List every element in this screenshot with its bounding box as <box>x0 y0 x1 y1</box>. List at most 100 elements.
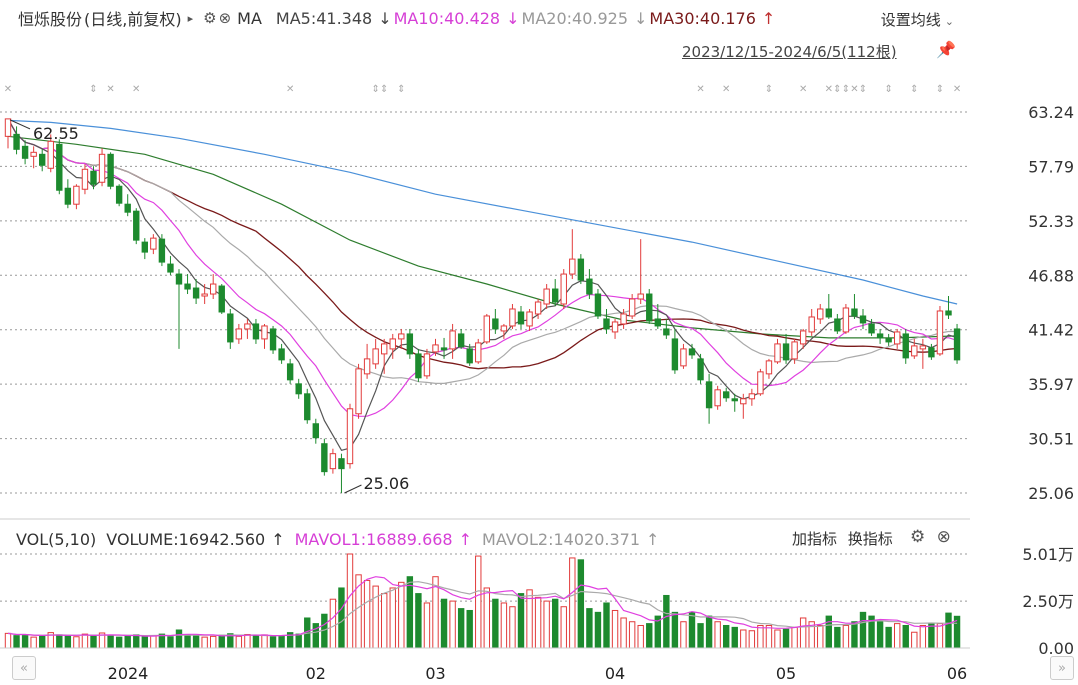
volume-bar <box>261 634 268 649</box>
volume-bar <box>73 636 80 649</box>
volume-arrow: ↑ <box>271 529 285 549</box>
candle-down <box>158 238 166 263</box>
candle-down <box>834 318 841 332</box>
volume-bar <box>569 557 576 649</box>
ma10-value: MA10:40.428 <box>393 8 501 28</box>
close-icon[interactable]: ⊗ <box>218 9 232 27</box>
candle-up <box>817 308 824 320</box>
candle-down <box>663 328 670 336</box>
candle-up <box>714 389 721 407</box>
event-marker: ✕ <box>850 84 858 95</box>
prev-icon[interactable]: « <box>12 656 36 680</box>
candle-down <box>39 153 46 166</box>
volume-bar <box>509 606 516 649</box>
low-label: 25.06 <box>363 474 409 493</box>
candle-down <box>278 348 285 361</box>
play-icon[interactable]: ▸ <box>187 11 194 25</box>
candle-up <box>432 344 439 353</box>
candle-down <box>338 458 345 470</box>
ma-label: MA <box>237 8 262 28</box>
candle-down <box>406 333 414 355</box>
volume-bar <box>210 635 217 649</box>
candle-up <box>740 398 747 405</box>
date-tick-label: 05 <box>776 664 796 683</box>
candle-up <box>808 316 815 333</box>
candle-down <box>227 313 234 343</box>
volume-icons: ⚙ ⊗ <box>910 527 957 547</box>
volume-bar <box>56 634 63 649</box>
volume-bar <box>415 593 422 649</box>
event-marker: ✕ <box>106 84 114 95</box>
candle-up <box>765 360 773 375</box>
volume-bar <box>338 587 345 649</box>
candle-up <box>637 293 644 300</box>
volume-bar <box>64 635 72 649</box>
candle-down <box>688 348 696 356</box>
candle-up <box>560 273 567 305</box>
candle-up <box>936 310 944 355</box>
close-icon[interactable]: ⊗ <box>936 527 951 547</box>
volume-bar <box>902 624 909 649</box>
candle-down <box>646 293 653 322</box>
candle-up <box>483 315 491 343</box>
event-marker: ✕ <box>696 84 704 95</box>
volume-bar <box>218 634 225 649</box>
volume-bar <box>740 629 747 649</box>
candle-up <box>398 333 405 340</box>
candle-up <box>4 118 12 137</box>
candle-up <box>381 343 388 355</box>
candle-up <box>748 393 756 400</box>
price-tick-label: 46.88 <box>1028 266 1074 285</box>
volume-bar <box>278 635 285 649</box>
candle-up <box>842 307 850 333</box>
pin-icon[interactable]: 📌 <box>936 40 956 59</box>
candle-down <box>577 258 585 281</box>
mavol2-value: MAVOL2:14020.371 <box>482 529 641 549</box>
candle-down <box>321 443 328 473</box>
volume-bar <box>697 623 704 649</box>
indicator-header: 恒烁股份 (日线,前复权) ▸ ⚙ ⊗ MA MA5:41.348 ↓ MA10… <box>0 0 1078 36</box>
price-tick-label: 41.42 <box>1028 321 1074 340</box>
gear-icon[interactable]: ⚙ <box>910 527 926 547</box>
candle-down <box>218 285 225 313</box>
candle-down <box>586 278 593 295</box>
ma20-line <box>7 118 958 384</box>
candle-down <box>252 323 260 340</box>
volume-bar <box>192 635 200 649</box>
ma20-value: MA20:40.925 <box>521 8 628 28</box>
candle-down <box>885 338 892 343</box>
candle-up <box>799 330 807 345</box>
candle-down <box>90 170 97 185</box>
candle-down <box>286 363 294 381</box>
candle-down <box>295 383 302 395</box>
price-tick-label: 57.79 <box>1028 157 1074 176</box>
date-axis: 2024 02 03 04 05 06 <box>108 664 968 683</box>
switch-indicator-button[interactable]: 换指标 <box>847 530 893 548</box>
candle-down <box>603 318 610 330</box>
volume-bar <box>705 615 713 649</box>
price-grid <box>0 111 970 494</box>
candle-down <box>184 283 191 290</box>
gear-icon[interactable]: ⚙ <box>203 9 217 27</box>
add-indicator-button[interactable]: 加指标 <box>792 530 838 548</box>
volume-bar <box>757 624 764 649</box>
volume-bar <box>620 617 627 649</box>
next-icon[interactable]: » <box>1050 656 1074 680</box>
volume-bar <box>440 598 448 649</box>
ma30-arrow: ↑ <box>761 8 776 28</box>
volume-bar <box>799 617 807 649</box>
ma-settings-button[interactable]: 设置均线 ⌄ <box>881 9 954 30</box>
candle-up <box>363 358 371 375</box>
volume-bar <box>663 594 670 649</box>
volume-bar <box>842 624 850 649</box>
volume-bar <box>475 555 482 649</box>
date-range[interactable]: 2023/12/15-2024/6/5(112根) <box>682 43 897 61</box>
price-tick-label: 52.33 <box>1028 212 1074 231</box>
volume-ma-lines <box>7 576 958 637</box>
volume-bar <box>167 636 174 649</box>
candle-down <box>192 287 200 299</box>
ma20-arrow: ↓ <box>634 8 648 28</box>
candle-up <box>346 408 354 465</box>
volume-bar <box>680 621 687 649</box>
